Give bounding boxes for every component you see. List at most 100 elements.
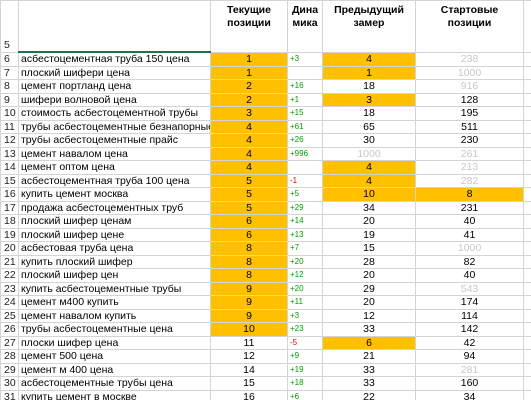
start-position[interactable]: 195 bbox=[415, 106, 524, 121]
previous-position[interactable]: 20 bbox=[322, 295, 416, 310]
empty-cell[interactable] bbox=[523, 281, 531, 296]
query-cell[interactable]: плоский шифер ценам bbox=[18, 214, 211, 229]
empty-cell[interactable] bbox=[523, 322, 531, 337]
empty-cell[interactable] bbox=[523, 349, 531, 364]
dynamics[interactable]: +3 bbox=[287, 51, 323, 67]
query-cell[interactable]: асбестоцементная труба 100 цена bbox=[18, 173, 211, 188]
current-position[interactable]: 2 bbox=[210, 92, 288, 107]
empty-cell[interactable] bbox=[523, 308, 531, 323]
previous-position[interactable]: 21 bbox=[322, 349, 416, 364]
current-position[interactable]: 4 bbox=[210, 133, 288, 148]
query-cell[interactable]: плоски шифер цена bbox=[18, 335, 211, 350]
empty-cell[interactable] bbox=[523, 389, 531, 400]
empty-cell[interactable] bbox=[523, 227, 531, 242]
dynamics[interactable]: +61 bbox=[287, 119, 323, 134]
query-cell[interactable]: цемент 500 цена bbox=[18, 349, 211, 364]
start-position[interactable]: 34 bbox=[415, 389, 524, 400]
dynamics[interactable] bbox=[287, 160, 323, 175]
start-position[interactable]: 230 bbox=[415, 133, 524, 148]
empty-cell[interactable] bbox=[523, 335, 531, 350]
dynamics[interactable]: +20 bbox=[287, 254, 323, 269]
start-position[interactable]: 94 bbox=[415, 349, 524, 364]
dynamics[interactable]: +1 bbox=[287, 92, 323, 107]
dynamics[interactable]: +5 bbox=[287, 187, 323, 202]
previous-position[interactable]: 30 bbox=[322, 133, 416, 148]
start-position[interactable]: 174 bbox=[415, 295, 524, 310]
current-position[interactable]: 6 bbox=[210, 227, 288, 242]
empty-cell[interactable] bbox=[523, 146, 531, 161]
start-position[interactable]: 114 bbox=[415, 308, 524, 323]
empty-cell[interactable] bbox=[523, 362, 531, 377]
empty-cell[interactable] bbox=[523, 187, 531, 202]
current-position[interactable]: 5 bbox=[210, 187, 288, 202]
empty-cell[interactable] bbox=[523, 79, 531, 94]
current-position[interactable]: 4 bbox=[210, 119, 288, 134]
header-cell[interactable] bbox=[523, 0, 531, 53]
current-position[interactable]: 9 bbox=[210, 308, 288, 323]
dynamics[interactable]: +13 bbox=[287, 227, 323, 242]
dynamics[interactable]: +14 bbox=[287, 214, 323, 229]
empty-cell[interactable] bbox=[523, 173, 531, 188]
dynamics[interactable]: -1 bbox=[287, 173, 323, 188]
current-position[interactable]: 10 bbox=[210, 322, 288, 337]
current-position[interactable]: 11 bbox=[210, 335, 288, 350]
current-position[interactable]: 12 bbox=[210, 349, 288, 364]
query-cell[interactable]: цемент навалом купить bbox=[18, 308, 211, 323]
query-cell[interactable]: плоский шифери цена bbox=[18, 65, 211, 80]
start-position[interactable]: 40 bbox=[415, 268, 524, 283]
current-position[interactable]: 6 bbox=[210, 214, 288, 229]
previous-position[interactable]: 18 bbox=[322, 79, 416, 94]
start-position[interactable]: 40 bbox=[415, 214, 524, 229]
query-cell[interactable]: трубы асбестоцементные прайс bbox=[18, 133, 211, 148]
current-position[interactable]: 9 bbox=[210, 295, 288, 310]
dynamics[interactable]: +29 bbox=[287, 200, 323, 215]
query-cell[interactable]: шифери волновой цена bbox=[18, 92, 211, 107]
current-position[interactable]: 8 bbox=[210, 268, 288, 283]
query-cell[interactable]: купить цемент москва bbox=[18, 187, 211, 202]
start-position[interactable]: 1000 bbox=[415, 65, 524, 80]
current-position[interactable]: 5 bbox=[210, 173, 288, 188]
previous-position[interactable]: 28 bbox=[322, 254, 416, 269]
dynamics[interactable]: +12 bbox=[287, 268, 323, 283]
header-cell[interactable]: Текущие позиции bbox=[210, 0, 288, 53]
dynamics[interactable]: -5 bbox=[287, 335, 323, 350]
header-cell[interactable]: Дина мика bbox=[287, 0, 323, 53]
start-position[interactable]: 282 bbox=[415, 173, 524, 188]
dynamics[interactable]: +20 bbox=[287, 281, 323, 296]
current-position[interactable]: 1 bbox=[210, 51, 288, 67]
dynamics[interactable]: +996 bbox=[287, 146, 323, 161]
current-position[interactable]: 9 bbox=[210, 281, 288, 296]
header-cell[interactable] bbox=[18, 0, 211, 53]
previous-position[interactable]: 3 bbox=[322, 92, 416, 107]
query-cell[interactable]: цемент м400 купить bbox=[18, 295, 211, 310]
previous-position[interactable]: 4 bbox=[322, 160, 416, 175]
previous-position[interactable]: 33 bbox=[322, 322, 416, 337]
current-position[interactable]: 16 bbox=[210, 389, 288, 400]
dynamics[interactable]: +16 bbox=[287, 79, 323, 94]
start-position[interactable]: 543 bbox=[415, 281, 524, 296]
header-cell[interactable]: Стартовые позиции bbox=[415, 0, 524, 53]
header-cell[interactable]: Предыдущий замер bbox=[322, 0, 416, 53]
previous-position[interactable]: 15 bbox=[322, 241, 416, 256]
query-cell[interactable]: цемент оптом цена bbox=[18, 160, 211, 175]
dynamics[interactable]: +19 bbox=[287, 362, 323, 377]
start-position[interactable]: 160 bbox=[415, 376, 524, 391]
previous-position[interactable]: 22 bbox=[322, 389, 416, 400]
start-position[interactable]: 238 bbox=[415, 51, 524, 67]
start-position[interactable]: 261 bbox=[415, 146, 524, 161]
empty-cell[interactable] bbox=[523, 376, 531, 391]
current-position[interactable]: 4 bbox=[210, 146, 288, 161]
start-position[interactable]: 916 bbox=[415, 79, 524, 94]
previous-position[interactable]: 19 bbox=[322, 227, 416, 242]
empty-cell[interactable] bbox=[523, 254, 531, 269]
current-position[interactable]: 8 bbox=[210, 254, 288, 269]
current-position[interactable]: 14 bbox=[210, 362, 288, 377]
previous-position[interactable]: 4 bbox=[322, 51, 416, 67]
current-position[interactable]: 4 bbox=[210, 160, 288, 175]
query-cell[interactable]: асбестоцементная труба 150 цена bbox=[18, 51, 211, 67]
empty-cell[interactable] bbox=[523, 119, 531, 134]
query-cell[interactable]: плоский шифер цен bbox=[18, 268, 211, 283]
previous-position[interactable]: 20 bbox=[322, 268, 416, 283]
empty-cell[interactable] bbox=[523, 92, 531, 107]
previous-position[interactable]: 10 bbox=[322, 187, 416, 202]
